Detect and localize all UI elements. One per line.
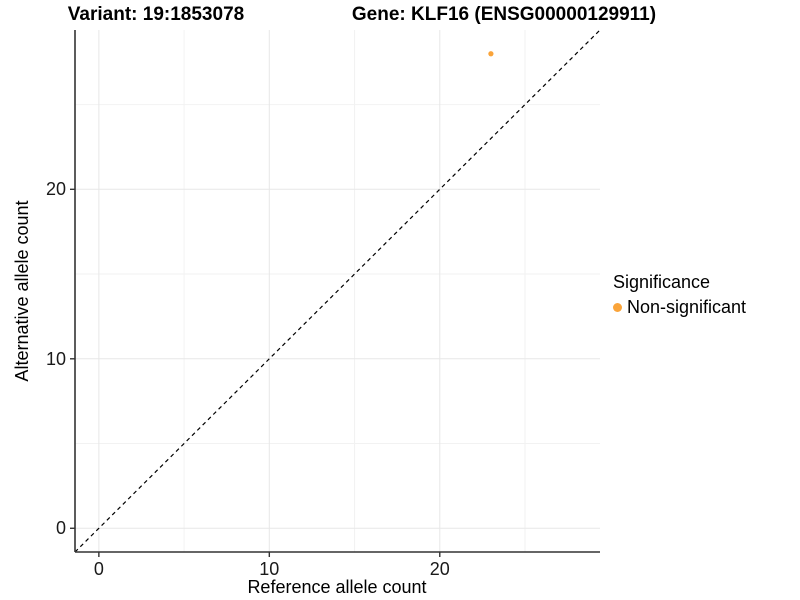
x-tick-label-20: 20	[429, 559, 450, 579]
x-axis-title: Reference allele count	[247, 577, 427, 597]
y-axis-title: Alternative allele count	[12, 200, 32, 382]
legend-point-icon	[613, 302, 622, 312]
legend-title: Significance	[613, 272, 711, 292]
identity-reference-line	[74, 29, 601, 553]
data-point	[488, 51, 494, 57]
x-tick-label-10: 10	[259, 559, 280, 579]
legend-item-label: Non-significant	[627, 297, 747, 317]
x-tick-label-0: 0	[93, 559, 104, 579]
y-tick-label-10: 10	[45, 348, 66, 369]
legend: Significance Non-significant	[613, 271, 746, 318]
legend-item: Non-significant	[613, 296, 746, 318]
y-tick-label-0: 0	[55, 518, 66, 539]
plot-title-gene: Gene: KLF16 (ENSG00000129911)	[351, 4, 657, 25]
y-tick-label-20: 20	[45, 179, 66, 200]
plot-title-variant: Variant: 19:1853078	[67, 4, 245, 25]
